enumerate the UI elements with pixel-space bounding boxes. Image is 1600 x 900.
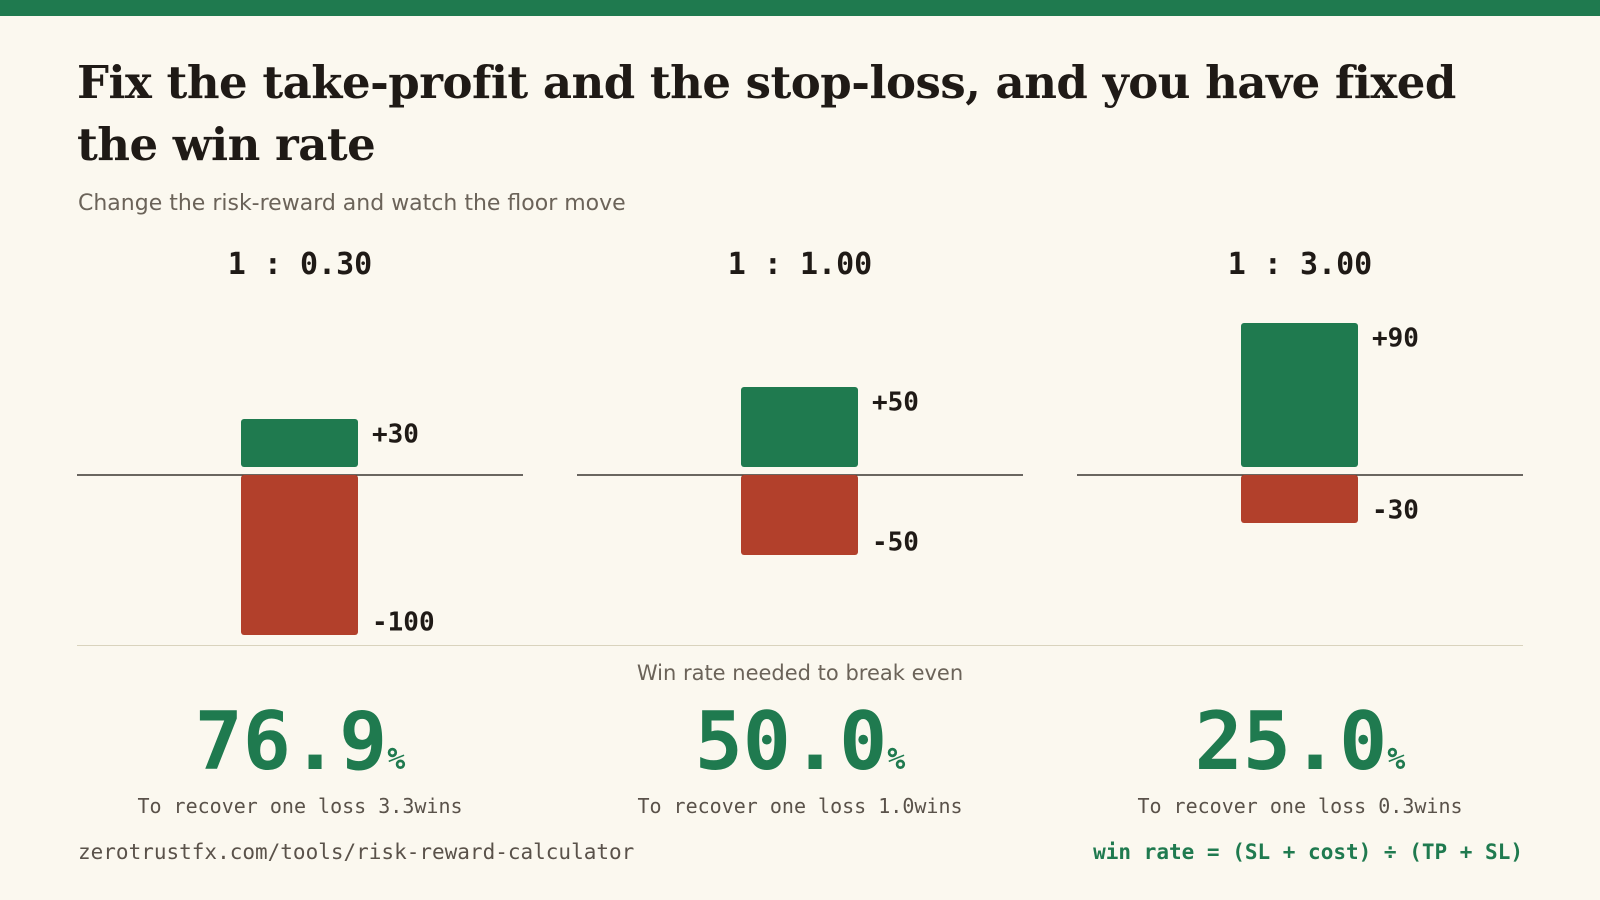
recovery-note-3: To recover one loss 0.3wins xyxy=(1137,794,1463,818)
profit-bar-2 xyxy=(741,387,858,467)
footer-url: zerotrustfx.com/tools/risk-reward-calcul… xyxy=(78,840,635,864)
page-title: Fix the take-profit and the stop-loss, a… xyxy=(77,56,1456,171)
percent-sign-1: % xyxy=(387,742,406,777)
page-subtitle: Change the risk-reward and watch the flo… xyxy=(78,191,626,216)
loss-label-1: -100 xyxy=(372,608,435,638)
loss-bar-2 xyxy=(741,475,858,555)
win-rate-3: 25.0% xyxy=(1077,694,1523,790)
ratio-label-2: 1 : 1.00 xyxy=(727,247,873,282)
profit-label-2: +50 xyxy=(872,388,919,418)
top-accent-bar xyxy=(0,0,1600,16)
win-rate-formula: win rate = (SL + cost) ÷ (TP + SL) xyxy=(1093,840,1523,864)
win-rate-1: 76.9% xyxy=(77,694,523,790)
win-rate-2: 50.0% xyxy=(577,694,1023,790)
percent-sign-2: % xyxy=(887,742,906,777)
win-rate-value-2: 50.0 xyxy=(694,695,888,788)
recovery-note-1: To recover one loss 3.3wins xyxy=(137,794,463,818)
loss-bar-1 xyxy=(241,475,358,635)
profit-label-1: +30 xyxy=(372,420,419,450)
breakeven-heading: Win rate needed to break even xyxy=(636,661,964,685)
win-rate-value-1: 76.9 xyxy=(194,695,388,788)
profit-bar-3 xyxy=(1241,323,1358,467)
ratio-label-1: 1 : 0.30 xyxy=(227,247,373,282)
profit-bar-1 xyxy=(241,419,358,467)
win-rate-value-3: 25.0 xyxy=(1194,695,1388,788)
section-divider xyxy=(77,645,1523,646)
percent-sign-3: % xyxy=(1387,742,1406,777)
recovery-note-2: To recover one loss 1.0wins xyxy=(637,794,963,818)
loss-label-2: -50 xyxy=(872,528,919,558)
loss-bar-3 xyxy=(1241,475,1358,523)
loss-label-3: -30 xyxy=(1372,496,1419,526)
ratio-label-3: 1 : 3.00 xyxy=(1227,247,1373,282)
profit-label-3: +90 xyxy=(1372,324,1419,354)
